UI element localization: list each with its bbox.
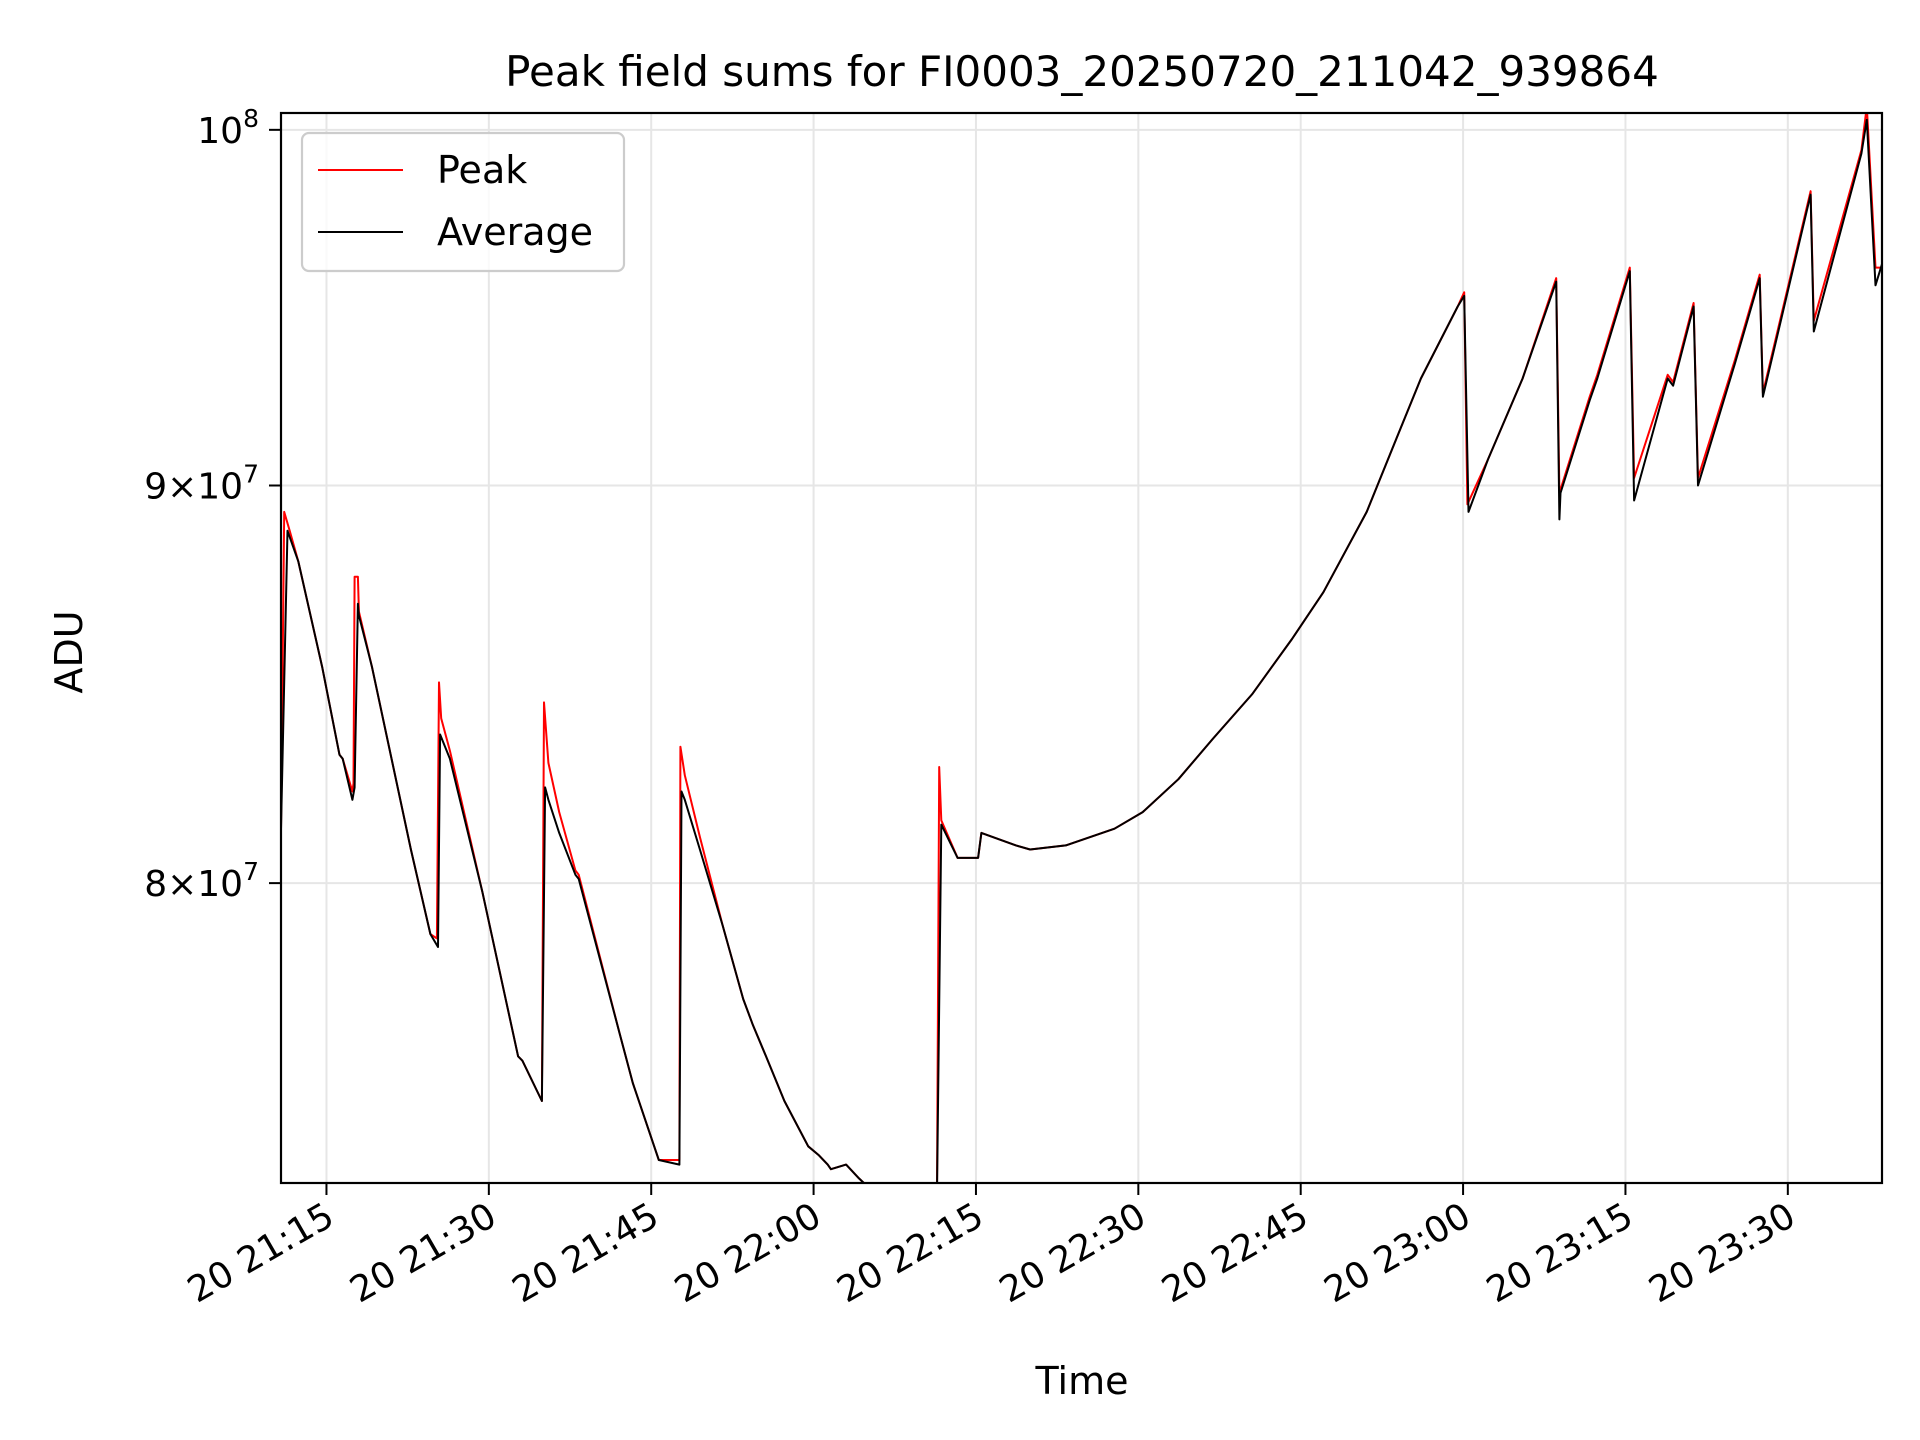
legend-label-peak: Peak (437, 148, 527, 192)
legend-label-average: Average (437, 210, 593, 254)
y-tick-label: 108 (197, 104, 259, 152)
y-axis-label: ADU (47, 610, 91, 693)
y-tick-label-base: 9×10 (144, 467, 243, 508)
y-tick-label: 8×107 (144, 857, 259, 905)
series-layer (281, 113, 1882, 1183)
chart-title: Peak field sums for FI0003_20250720_2110… (505, 47, 1659, 96)
grid (281, 113, 1882, 1183)
plot-frame (279, 111, 1884, 1185)
legend-box (300, 131, 626, 273)
y-tick-label-base: 10 (197, 111, 243, 152)
x-axis-label: Time (1035, 1359, 1129, 1403)
series-line-average (281, 118, 1882, 1183)
y-tick-label-exponent: 7 (243, 460, 259, 489)
y-tick-label-exponent: 8 (243, 104, 259, 133)
y-tick-label: 9×107 (144, 460, 259, 508)
legend: Peak Average (300, 131, 626, 273)
series-line-peak (281, 113, 1882, 1183)
y-tick-label-base: 8×10 (144, 864, 243, 905)
y-tick-label-exponent: 7 (243, 857, 259, 886)
